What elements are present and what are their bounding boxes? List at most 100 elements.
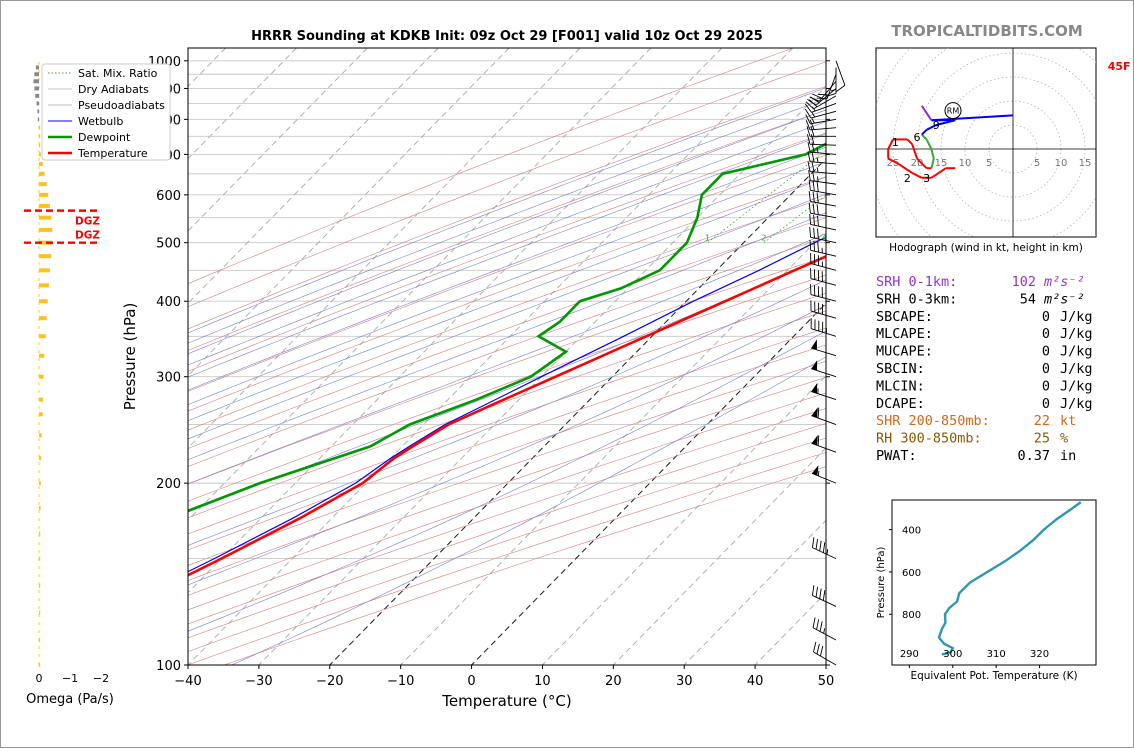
dry-adiabat xyxy=(188,256,826,485)
barb-full xyxy=(813,641,817,653)
barb-staff xyxy=(835,60,846,86)
barb-full xyxy=(816,204,819,215)
hodograph-height-label: 9 xyxy=(933,119,940,132)
omega-bar xyxy=(39,531,41,536)
barb-full xyxy=(810,126,815,137)
dry-adiabat xyxy=(188,408,826,625)
omega-bar xyxy=(39,268,50,273)
omega-bar xyxy=(39,433,42,438)
barb-flag xyxy=(811,360,818,371)
barb-full xyxy=(813,214,815,226)
param-label: SBCAPE: xyxy=(876,309,933,325)
hodograph-height-label: 6 xyxy=(914,131,921,144)
omega-bar xyxy=(39,481,41,486)
dry-adiabat xyxy=(188,197,826,431)
omega-panel: 0 −1 −2 Omega (Pa/s) DGZ DGZ xyxy=(24,60,114,707)
omega-bar xyxy=(39,283,49,288)
isotherm xyxy=(188,48,793,665)
barb-full xyxy=(808,202,811,214)
omega-bar xyxy=(37,117,39,122)
barb-full xyxy=(807,161,811,172)
wind-barb xyxy=(805,95,837,110)
omega-bar xyxy=(39,227,53,232)
param-label: MLCAPE: xyxy=(876,326,933,342)
hodograph-trace-segment xyxy=(906,138,913,145)
dry-adiabat xyxy=(188,48,794,285)
barb-full xyxy=(817,407,820,419)
param-value: 0 xyxy=(1042,309,1050,325)
omega-bar xyxy=(37,109,39,114)
barb-half xyxy=(816,176,819,182)
dry-adiabat xyxy=(188,344,826,566)
barb-half xyxy=(816,147,819,153)
legend-label-dry_adiabats: Dry Adiabats xyxy=(78,83,149,96)
theta-e-frame xyxy=(891,499,1097,666)
param-unit: m²s⁻² xyxy=(1043,291,1085,307)
dry-adiabat xyxy=(188,392,826,611)
dry-adiabat xyxy=(188,310,826,535)
wind-barb xyxy=(811,339,837,357)
skewt-frame xyxy=(187,47,827,666)
wind-barb xyxy=(811,434,837,453)
pseudoadiabat xyxy=(188,161,826,405)
theta-e-line xyxy=(937,501,1082,656)
barb-full xyxy=(812,170,815,182)
theta-e-y-tick-label: 800 xyxy=(902,610,921,621)
param-value: 0 xyxy=(1042,344,1050,360)
wind-barb xyxy=(809,226,837,244)
wind-barbs xyxy=(804,60,846,666)
omega-bar xyxy=(39,152,41,157)
hodograph-trace-segment xyxy=(887,157,899,165)
barb-full xyxy=(816,643,820,655)
hodograph-trace-segment xyxy=(920,105,933,121)
param-unit: J/kg xyxy=(1060,326,1093,342)
wind-barb xyxy=(810,318,837,337)
barb-full xyxy=(807,141,811,153)
param-value: 0 xyxy=(1042,396,1050,412)
hodograph-ring-label: 10 xyxy=(959,158,972,169)
hodograph-trace-segment xyxy=(925,138,933,150)
omega-bar xyxy=(39,505,41,510)
temperature-tick-label: 30 xyxy=(676,674,693,689)
isotherm xyxy=(188,48,723,594)
barb-staff xyxy=(810,224,837,231)
hodograph-trace-segment xyxy=(916,157,923,165)
pseudoadiabat xyxy=(188,109,826,355)
omega-bar xyxy=(39,192,49,197)
dry-adiabat xyxy=(188,61,826,308)
barb-full xyxy=(808,191,811,202)
param-value: 0.37 xyxy=(1017,448,1050,464)
barb-flag xyxy=(811,339,817,350)
wind-barb xyxy=(806,134,837,146)
barb-full xyxy=(818,93,829,96)
skewt-profiles: 1 2 4 6 8 10 13 16 20 24 30 36 xyxy=(188,142,826,577)
omega-bar xyxy=(39,143,41,148)
barb-half xyxy=(811,106,816,112)
hodograph-trace-segment xyxy=(935,121,947,126)
param-value: 0 xyxy=(1042,326,1050,342)
dry-adiabat xyxy=(188,274,826,502)
barb-full xyxy=(805,108,812,119)
param-label: SBCIN: xyxy=(876,361,925,377)
hodograph-trace-segment xyxy=(930,148,935,159)
isotherm xyxy=(188,48,439,304)
barb-staff xyxy=(811,391,837,400)
hodograph-trace-segment xyxy=(921,162,928,169)
wind-barb xyxy=(808,179,837,196)
barb-staff xyxy=(810,263,837,271)
barb-flag xyxy=(811,407,818,418)
barb-full xyxy=(811,537,815,548)
skewt-grid xyxy=(188,48,826,665)
barb-full xyxy=(810,134,815,145)
theta-e-x-tick-label: 300 xyxy=(943,649,962,660)
minus20-isotherm xyxy=(329,157,826,665)
pseudoadiabat xyxy=(188,330,826,632)
theta-e-y-axis-label: Pressure (hPa) xyxy=(876,547,887,619)
rm-marker xyxy=(944,102,962,120)
barb-full xyxy=(809,239,812,251)
pseudoadiabat xyxy=(188,233,826,485)
barb-half xyxy=(811,118,815,124)
wind-barb xyxy=(807,151,837,165)
